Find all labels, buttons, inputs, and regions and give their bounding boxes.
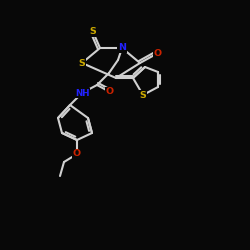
Text: S: S [90, 28, 96, 36]
Text: N: N [118, 44, 126, 52]
Text: O: O [106, 88, 114, 96]
Text: O: O [154, 48, 162, 58]
Text: S: S [78, 58, 86, 68]
Text: S: S [140, 90, 146, 100]
Text: NH: NH [75, 88, 89, 98]
Text: O: O [73, 150, 81, 158]
